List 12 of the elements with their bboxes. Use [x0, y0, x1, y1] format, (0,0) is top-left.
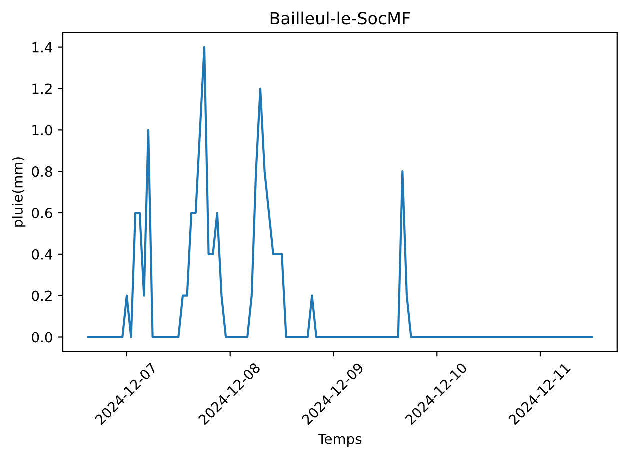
y-tick-label: 0.8 [32, 166, 52, 178]
y-axis-title: pluie(mm) [12, 158, 26, 227]
y-tick-label: 1.2 [32, 84, 52, 94]
x-axis-title: Temps [318, 434, 362, 448]
y-tick-label: 0.6 [32, 208, 52, 218]
y-tick-label: 1.0 [32, 125, 52, 136]
y-tick-label: 0.2 [32, 290, 52, 302]
line-series [87, 46, 594, 338]
y-tick-label: 0.0 [32, 332, 52, 343]
y-tick-label: 0.4 [32, 249, 52, 260]
chart-title: Bailleul-le-SocMF [270, 12, 410, 25]
y-tick-label: 1.4 [32, 42, 52, 53]
